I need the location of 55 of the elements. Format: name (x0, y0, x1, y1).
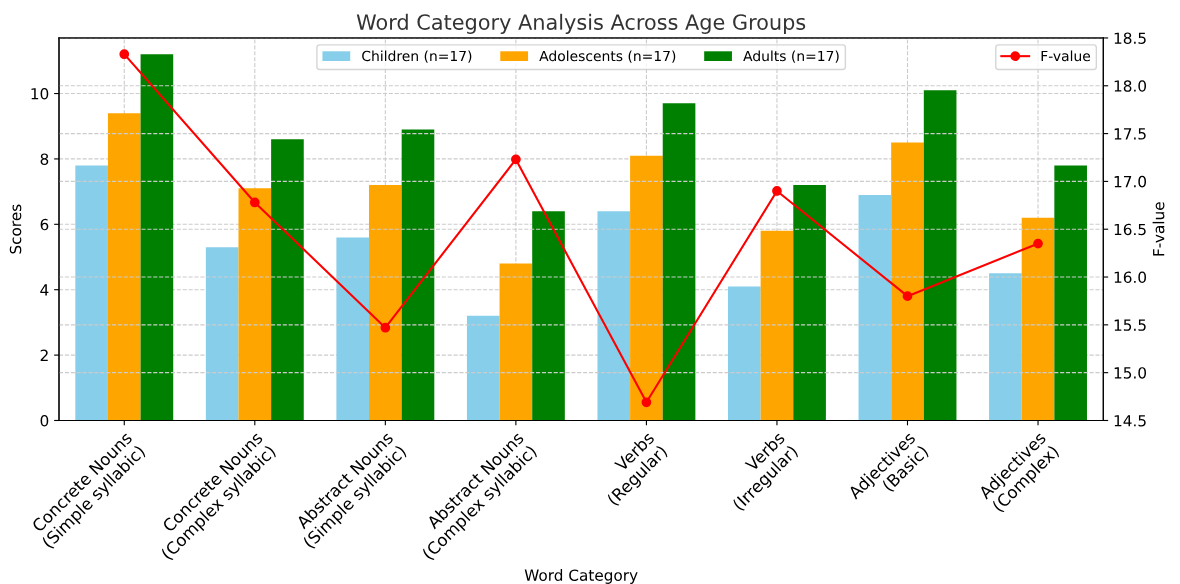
legend-label: F-value (1041, 50, 1091, 62)
x-axis-title: Word Category (524, 569, 638, 584)
legend-label: Adolescents (n=17) (539, 50, 676, 63)
bar (205, 247, 239, 421)
bar (1054, 165, 1087, 421)
y2-tick-label: 15.5 (1114, 319, 1146, 331)
bar (336, 237, 370, 421)
legend-label: Adults (n=17) (743, 50, 839, 63)
bar (499, 263, 533, 421)
point (772, 186, 782, 196)
bar (140, 54, 174, 421)
bar (107, 113, 141, 421)
y2-tick-label: 18.5 (1114, 32, 1146, 44)
point (641, 397, 652, 408)
bar (923, 90, 957, 421)
bar (760, 230, 794, 421)
bar (793, 185, 826, 421)
point (902, 291, 913, 302)
bar (728, 286, 761, 421)
point (380, 322, 391, 333)
bar (597, 211, 631, 421)
y-tick-label: 2 (40, 349, 48, 361)
y2-tick-label: 16.0 (1114, 271, 1147, 284)
y2-tick-label: 17.0 (1114, 175, 1147, 188)
point (119, 49, 130, 60)
bar (271, 139, 304, 421)
y2-tick-label: 17.5 (1114, 128, 1146, 140)
bar (238, 188, 272, 421)
bar (1021, 217, 1055, 421)
y2-tick-label: 16.5 (1114, 223, 1146, 236)
y-tick-label: 6 (40, 218, 49, 231)
point (249, 197, 260, 208)
y-tick-label: 8 (40, 153, 49, 165)
y2-tick-label: 14.5 (1114, 415, 1146, 427)
y2-tick-label: 15.0 (1114, 367, 1147, 379)
bar (858, 194, 892, 421)
bar (75, 165, 108, 421)
bar (401, 129, 435, 421)
y-tick-label: 0 (40, 414, 49, 427)
bar (532, 211, 565, 421)
y2-tick-label: 18.0 (1114, 80, 1147, 92)
y2-axis-title: F-value (1152, 202, 1165, 256)
bar (466, 315, 500, 421)
y-axis-title: Scores (9, 204, 22, 254)
bar (989, 273, 1022, 421)
chart-title: Word Category Analysis Across Age Groups (356, 13, 806, 34)
bar (630, 155, 663, 421)
bar (662, 103, 696, 421)
bar (369, 185, 402, 421)
point (511, 154, 521, 165)
point (1033, 238, 1043, 249)
legend-label: Children (n=17) (362, 50, 472, 63)
bar (891, 142, 924, 421)
y-tick-label: 10 (31, 88, 49, 100)
y-tick-label: 4 (40, 284, 49, 296)
